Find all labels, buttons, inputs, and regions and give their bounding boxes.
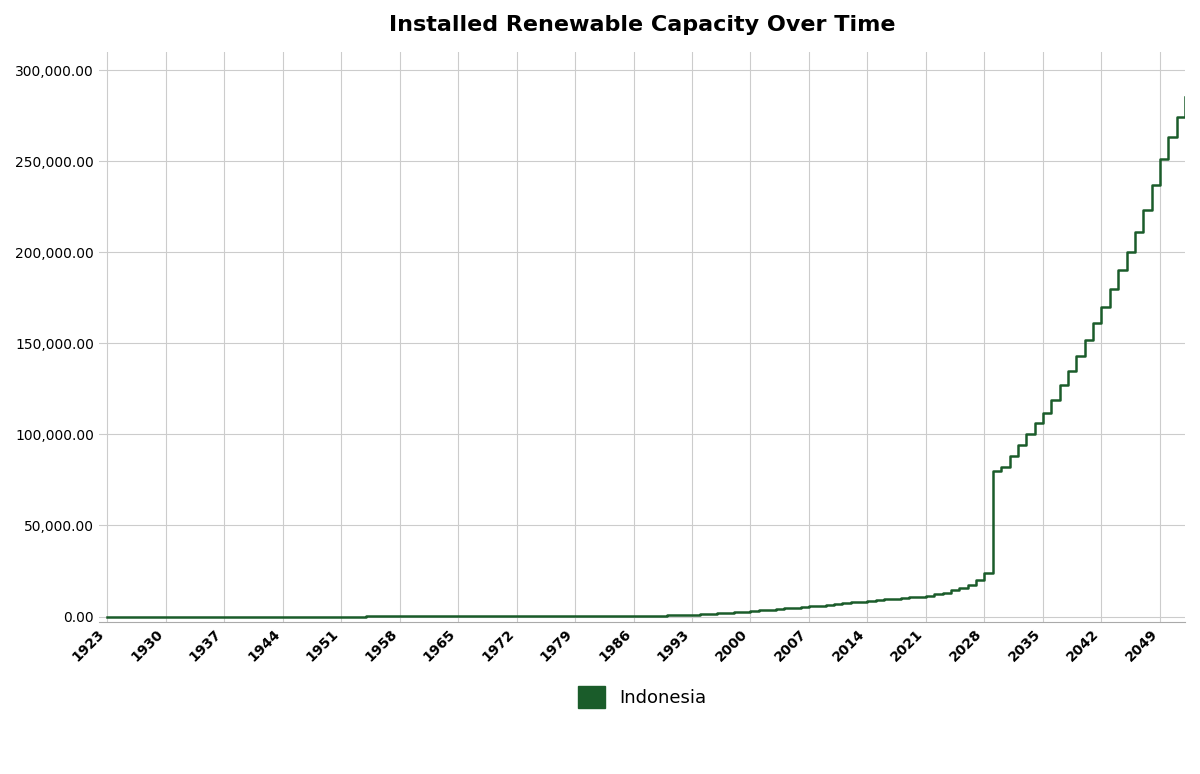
Title: Installed Renewable Capacity Over Time: Installed Renewable Capacity Over Time xyxy=(389,15,895,35)
Legend: Indonesia: Indonesia xyxy=(570,680,714,716)
